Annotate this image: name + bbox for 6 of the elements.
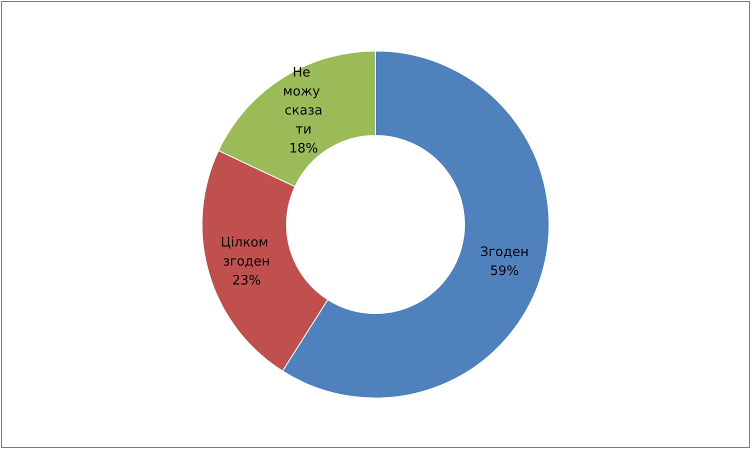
data-label: 59% bbox=[490, 264, 519, 279]
data-label: 23% bbox=[232, 273, 262, 288]
slice-label: Згоден bbox=[480, 244, 529, 260]
slice-label: Цілком згоден bbox=[220, 235, 272, 270]
slice-label: Не можу сказати bbox=[282, 66, 324, 138]
data-label: 18% bbox=[289, 142, 318, 157]
